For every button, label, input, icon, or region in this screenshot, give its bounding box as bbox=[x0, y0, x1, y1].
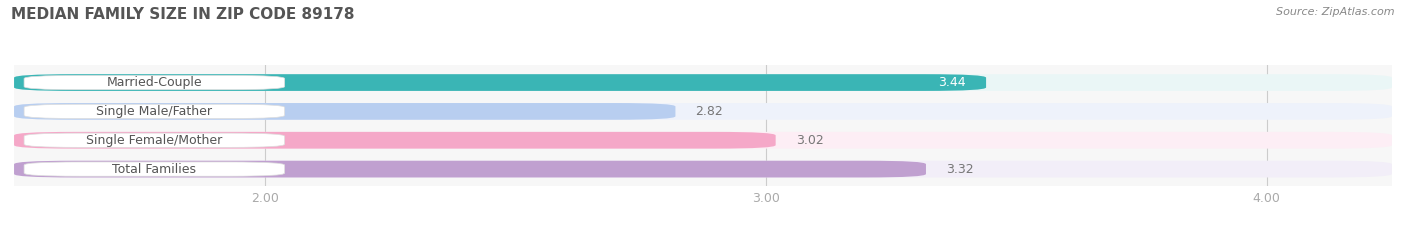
Text: Total Families: Total Families bbox=[112, 163, 197, 176]
FancyBboxPatch shape bbox=[14, 74, 1392, 91]
FancyBboxPatch shape bbox=[24, 75, 284, 90]
FancyBboxPatch shape bbox=[14, 161, 1392, 178]
FancyBboxPatch shape bbox=[14, 161, 927, 178]
FancyBboxPatch shape bbox=[14, 74, 986, 91]
Text: 2.82: 2.82 bbox=[696, 105, 723, 118]
Text: Source: ZipAtlas.com: Source: ZipAtlas.com bbox=[1277, 7, 1395, 17]
Text: MEDIAN FAMILY SIZE IN ZIP CODE 89178: MEDIAN FAMILY SIZE IN ZIP CODE 89178 bbox=[11, 7, 354, 22]
Text: 3.44: 3.44 bbox=[938, 76, 966, 89]
FancyBboxPatch shape bbox=[14, 132, 776, 149]
Text: Single Female/Mother: Single Female/Mother bbox=[86, 134, 222, 147]
Text: Married-Couple: Married-Couple bbox=[107, 76, 202, 89]
Text: Single Male/Father: Single Male/Father bbox=[97, 105, 212, 118]
Text: 3.32: 3.32 bbox=[946, 163, 973, 176]
Text: 3.02: 3.02 bbox=[796, 134, 824, 147]
FancyBboxPatch shape bbox=[24, 104, 284, 119]
FancyBboxPatch shape bbox=[14, 103, 1392, 120]
FancyBboxPatch shape bbox=[14, 132, 1392, 149]
FancyBboxPatch shape bbox=[24, 133, 284, 147]
FancyBboxPatch shape bbox=[14, 103, 675, 120]
FancyBboxPatch shape bbox=[24, 162, 284, 176]
